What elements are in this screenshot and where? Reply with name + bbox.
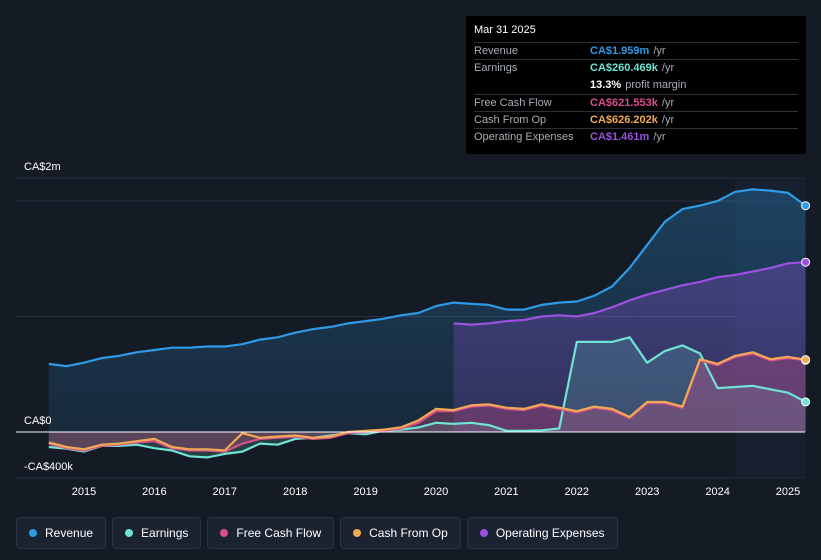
legend-dot-icon (353, 529, 362, 537)
legend-item-earnings[interactable]: Earnings (112, 517, 202, 549)
series-end-markers (801, 201, 811, 407)
x-tick-label: 2021 (494, 486, 518, 498)
earnings-area (48, 337, 806, 458)
tooltip-row: Revenue CA$1.959m/yr (474, 42, 798, 59)
legend-label: Cash From Op (369, 526, 448, 540)
legend-dot-icon (29, 529, 37, 537)
tooltip-rows: Revenue CA$1.959m/yr Earnings CA$260.469k/y… (474, 42, 798, 145)
tooltip-value: 13.3% (590, 78, 622, 91)
legend-label: Earnings (141, 526, 189, 540)
tooltip-unit: /yr (661, 62, 675, 75)
x-axis-labels: 2015 2016 2017 2018 2019 2020 2021 2022 2023 2024… (72, 486, 800, 498)
legend-item-free-cash-flow[interactable]: Free Cash Flow (207, 517, 335, 549)
series-lines (16, 188, 807, 459)
y-axis-labels: CA$2m CA$0 -CA$400k (24, 161, 73, 473)
legend-item-cash-from-op[interactable]: Cash From Op (340, 517, 461, 549)
y-tick-label: CA$0 (24, 415, 52, 427)
tooltip-unit: /yr (653, 45, 666, 58)
operating-expenses-area (453, 262, 806, 432)
tooltip-value: CA$621.553k (590, 96, 658, 109)
x-tick-label: 2016 (142, 486, 166, 498)
tooltip-label: Cash From Op (474, 113, 547, 126)
tooltip-row: Free Cash Flow CA$621.553k/yr (474, 93, 798, 111)
x-tick-label: 2020 (424, 486, 448, 498)
x-tick-label: 2018 (283, 486, 307, 498)
x-tick-label: 2015 (72, 486, 96, 498)
tooltip-value: CA$1.959m (590, 45, 650, 58)
tooltip-row: 13.3% profit margin (474, 76, 798, 93)
cash-from-op-end-marker (801, 355, 811, 365)
tooltip-unit: /yr (661, 96, 675, 109)
earnings-line (48, 336, 807, 459)
x-tick-label: 2024 (705, 486, 729, 498)
legend-label: Revenue (45, 526, 94, 540)
legend-item-revenue[interactable]: Revenue (16, 517, 107, 549)
legend-label: Operating Expenses (495, 526, 605, 540)
tooltip-label: Revenue (474, 45, 519, 58)
tooltip-row: Earnings CA$260.469k/yr (474, 59, 798, 76)
tooltip-unit: profit margin (625, 78, 687, 91)
x-tick-label: 2025 (776, 486, 800, 498)
tooltip-label: Free Cash Flow (474, 96, 552, 109)
legend-item-operating-expenses[interactable]: Operating Expenses (466, 517, 618, 549)
tooltip-row: Operating Expenses CA$1.461m/yr (474, 127, 798, 145)
legend-dot-icon (479, 529, 488, 537)
tooltip-value: CA$260.469k (590, 62, 658, 75)
y-tick-label: -CA$400k (24, 461, 73, 473)
earnings-end-marker (801, 397, 811, 407)
legend-dot-icon (125, 529, 134, 537)
free-cash-flow-area (48, 353, 806, 452)
tooltip-unit: /yr (661, 113, 675, 126)
y-tick-label: CA$2m (24, 161, 61, 173)
revenue-line (48, 188, 807, 368)
revenue-end-marker (801, 201, 811, 211)
x-tick-label: 2023 (635, 486, 659, 498)
tooltip-date: Mar 31 2025 (474, 24, 536, 36)
tooltip-label: Operating Expenses (474, 131, 574, 144)
tooltip: Mar 31 2025 Revenue CA$1.959m/yr Earnings C… (466, 16, 806, 154)
tooltip-row: Cash From Op CA$626.202k/yr (474, 110, 798, 128)
x-tick-label: 2019 (353, 486, 377, 498)
tooltip-unit: /yr (653, 131, 666, 144)
operating-expenses-line (453, 261, 806, 326)
operating-expenses-end-marker (801, 257, 811, 267)
cash-from-op-line (48, 351, 806, 452)
tooltip-value: CA$1.461m (590, 131, 650, 144)
x-tick-label: 2022 (565, 486, 589, 498)
tooltip-label: Earnings (474, 62, 518, 75)
legend-label: Free Cash Flow (236, 526, 322, 540)
legend: Revenue Earnings Free Cash Flow Cash From O… (16, 517, 618, 549)
tooltip-value: CA$626.202k (590, 113, 658, 126)
legend-dot-icon (220, 529, 229, 537)
x-tick-label: 2017 (213, 486, 237, 498)
